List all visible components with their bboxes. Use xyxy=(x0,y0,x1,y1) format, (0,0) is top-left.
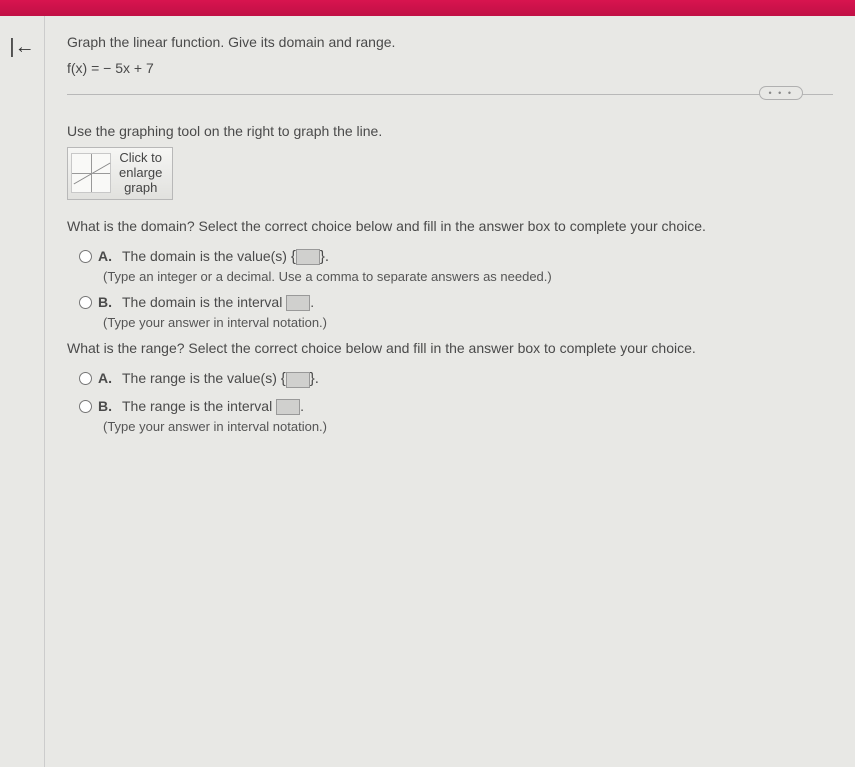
back-icon[interactable]: |← xyxy=(9,36,34,59)
domain-radio-b[interactable] xyxy=(79,296,92,309)
divider-row: • • • xyxy=(67,94,833,95)
domain-choice-a-letter: A. xyxy=(98,248,116,264)
domain-choice-b-text: The domain is the interval xyxy=(122,294,286,310)
graph-instruction: Use the graphing tool on the right to gr… xyxy=(67,123,833,139)
range-choice-b-text: The range is the interval xyxy=(122,398,276,414)
more-dots-pill[interactable]: • • • xyxy=(759,86,803,100)
range-a-answer-box[interactable] xyxy=(286,372,310,388)
domain-choice-a-hint: (Type an integer or a decimal. Use a com… xyxy=(67,269,833,284)
range-choice-a-row: A. The range is the value(s) {}. xyxy=(67,370,833,387)
domain-choice-b-hint: (Type your answer in interval notation.) xyxy=(67,315,833,330)
domain-choice-b-after: . xyxy=(310,294,314,310)
range-choice-b-body: The range is the interval . xyxy=(122,398,833,415)
domain-choice-b-body: The domain is the interval . xyxy=(122,294,833,311)
problem-function: f(x) = − 5x + 7 xyxy=(67,60,833,76)
range-choice-b-hint: (Type your answer in interval notation.) xyxy=(67,419,833,434)
range-choice-a-text: The range is the value(s) xyxy=(122,370,281,386)
graph-enlarge-button[interactable]: Click to enlarge graph xyxy=(67,147,173,200)
range-question: What is the range? Select the correct ch… xyxy=(67,340,833,356)
range-radio-b[interactable] xyxy=(79,400,92,413)
content-area: Graph the linear function. Give its doma… xyxy=(45,16,855,767)
range-choice-a-letter: A. xyxy=(98,370,116,386)
problem-prompt: Graph the linear function. Give its doma… xyxy=(67,34,833,50)
range-choice-b-letter: B. xyxy=(98,398,116,414)
domain-choice-a-body: The domain is the value(s) {}. xyxy=(122,248,833,265)
graph-enlarge-label: Click to enlarge graph xyxy=(119,151,162,196)
domain-question: What is the domain? Select the correct c… xyxy=(67,218,833,234)
main-container: |← Graph the linear function. Give its d… xyxy=(0,16,855,767)
range-b-answer-box[interactable] xyxy=(276,399,300,415)
domain-choice-a-row: A. The domain is the value(s) {}. xyxy=(67,248,833,265)
divider-line xyxy=(67,94,833,95)
brace-close-2: }. xyxy=(310,370,319,387)
domain-radio-a[interactable] xyxy=(79,250,92,263)
domain-a-answer-box[interactable] xyxy=(296,249,320,265)
range-choice-b-after: . xyxy=(300,398,304,414)
top-bar xyxy=(0,0,855,16)
domain-choice-b-letter: B. xyxy=(98,294,116,310)
brace-close: }. xyxy=(320,248,329,265)
range-radio-a[interactable] xyxy=(79,372,92,385)
range-choice-a-body: The range is the value(s) {}. xyxy=(122,370,833,387)
range-choice-b-row: B. The range is the interval . xyxy=(67,398,833,415)
domain-choice-b-row: B. The domain is the interval . xyxy=(67,294,833,311)
domain-choice-a-text: The domain is the value(s) xyxy=(122,248,291,264)
graph-thumb-icon xyxy=(71,153,111,193)
left-column: |← xyxy=(0,16,45,767)
domain-b-answer-box[interactable] xyxy=(286,295,310,311)
